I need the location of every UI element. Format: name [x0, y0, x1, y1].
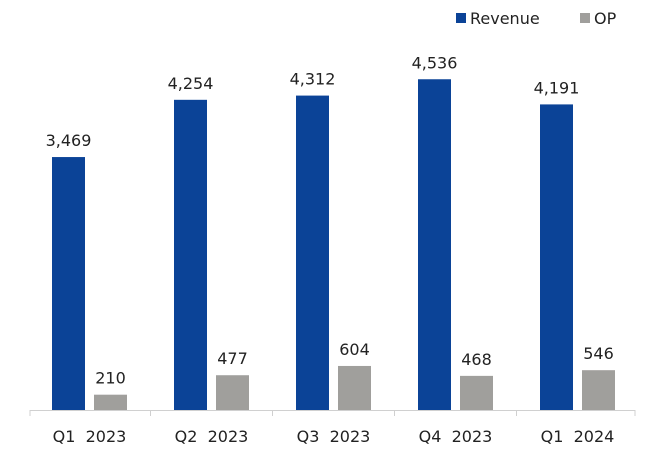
x-tick-label-1: Q1 2023: [53, 427, 127, 446]
bar-revenue-2: [174, 99, 207, 410]
data-label-revenue-1: 3,469: [46, 131, 92, 150]
data-label-op-2: 477: [217, 349, 248, 368]
data-label-op-4: 468: [461, 350, 492, 369]
legend-label-op: OP: [594, 9, 617, 28]
bar-revenue-4: [418, 79, 451, 410]
x-tick-label-5: Q1 2024: [541, 427, 615, 446]
data-label-revenue-5: 4,191: [534, 78, 580, 97]
bar-op-1: [94, 394, 127, 410]
x-tick-label-2: Q2 2023: [175, 427, 249, 446]
data-labels-group: 3,469 210 4,254 477 4,312 604 4,536 468 4,191 546: [46, 53, 614, 387]
data-label-op-5: 546: [583, 344, 614, 363]
x-tick-label-4: Q4 2023: [419, 427, 493, 446]
data-label-revenue-2: 4,254: [168, 74, 214, 93]
data-label-op-1: 210: [95, 369, 126, 388]
bar-op-4: [460, 375, 493, 410]
x-tick-label-3: Q3 2023: [297, 427, 371, 446]
bar-revenue-1: [52, 157, 85, 410]
bar-op-3: [338, 365, 371, 410]
bar-op-5: [582, 370, 615, 410]
legend-label-revenue: Revenue: [470, 9, 540, 28]
bar-op-2: [216, 375, 249, 410]
bar-revenue-3: [296, 95, 329, 410]
bar-revenue-5: [540, 104, 573, 410]
data-label-revenue-4: 4,536: [412, 53, 458, 72]
x-axis: Q1 2023 Q2 2023 Q3 2023 Q4 2023 Q1 2024: [29, 410, 636, 446]
bars-group: [52, 79, 615, 410]
legend: Revenue OP: [456, 9, 617, 28]
data-label-revenue-3: 4,312: [290, 70, 336, 89]
data-label-op-3: 604: [339, 340, 370, 359]
legend-swatch-op: [580, 13, 590, 23]
legend-swatch-revenue: [456, 13, 466, 23]
